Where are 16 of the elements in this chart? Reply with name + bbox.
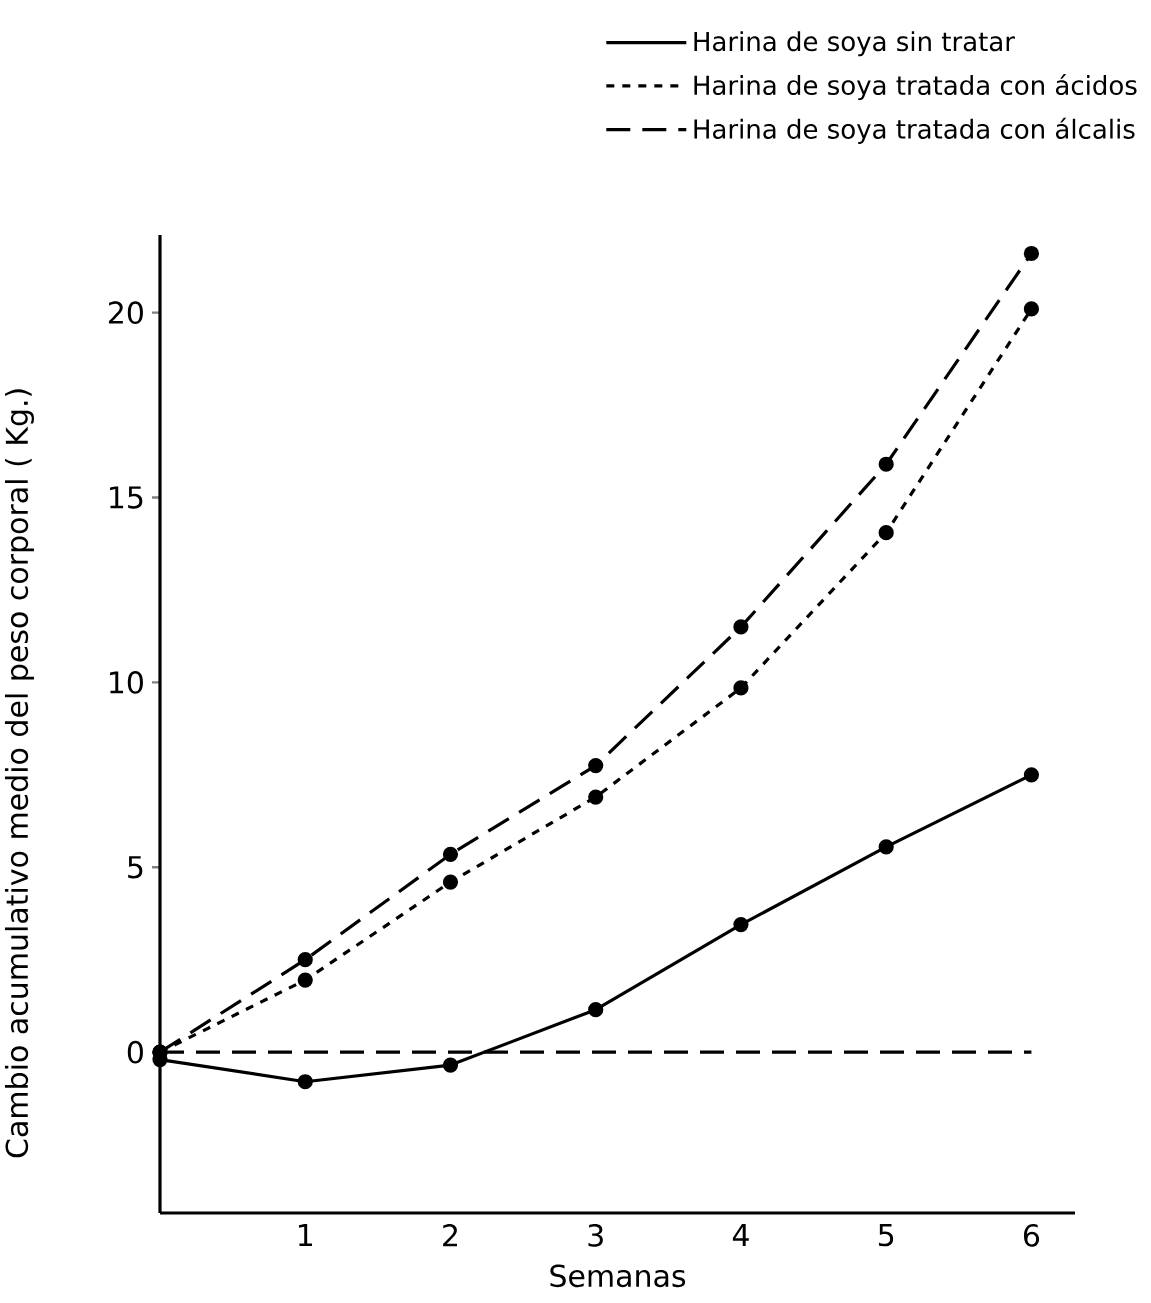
y-axis-title: Cambio acumulativo medio del peso corporal ( Kg.) (4, 389, 34, 1158)
y-tick-label: 20 (108, 301, 143, 324)
x-axis-title: Semanas (550, 1264, 686, 1288)
legend-label: Harina de soya sin tratar (694, 31, 1015, 57)
y-tick-label: 5 (128, 856, 143, 879)
x-tick-label: 6 (1023, 1224, 1040, 1247)
x-tick-label: 5 (878, 1224, 894, 1247)
legend-label: Harina de soya tratada con álcalis (694, 117, 1135, 144)
y-tick-label: 15 (110, 486, 143, 509)
x-tick-label: 3 (588, 1224, 603, 1247)
y-tick-label: 10 (110, 671, 143, 694)
legend-label: Harina de soya tratada con ácidos (694, 73, 1137, 101)
x-tick-label: 4 (732, 1224, 749, 1246)
y-tick-label: 0 (127, 1040, 143, 1064)
x-tick-label: 2 (443, 1224, 458, 1247)
x-tick-label: 1 (298, 1224, 312, 1246)
